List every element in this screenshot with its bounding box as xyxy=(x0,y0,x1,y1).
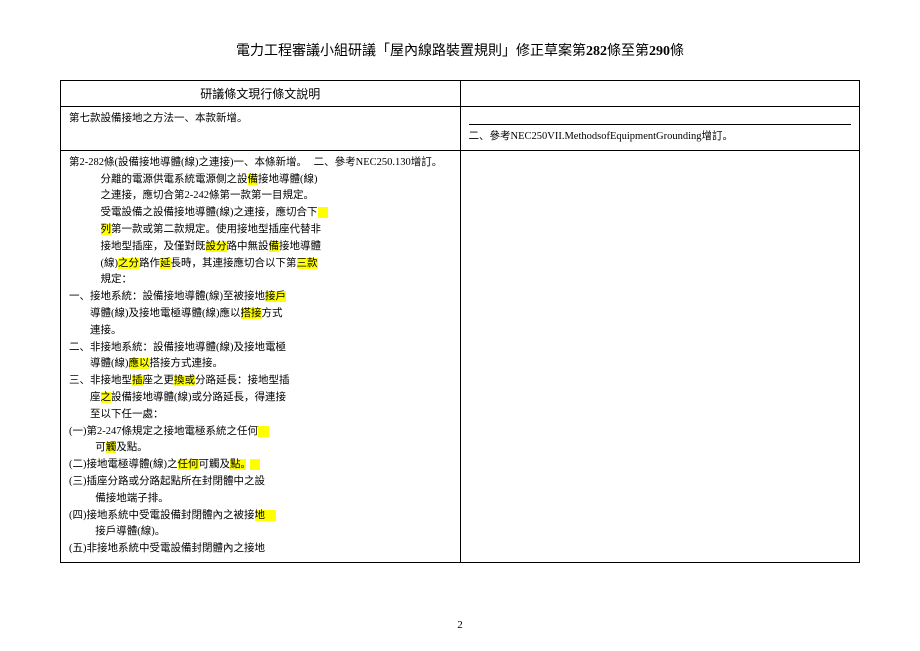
page-number: 2 xyxy=(0,619,920,631)
table-row: 第七款設備接地之方法一、本款新增。 二、參考NEC250VII.Methodso… xyxy=(61,107,860,151)
subitem-1: (一)第2-247條規定之接地電極系統之任何 xyxy=(69,424,452,441)
item-1-line: 連接。 xyxy=(69,323,452,340)
row1-right-note: 二、參考NEC250VII.MethodsofEquipmentGroundin… xyxy=(469,129,852,146)
amendment-table: 研議條文現行條文說明 第七款設備接地之方法一、本款新增。 二、參考NEC250V… xyxy=(60,80,860,563)
row1-right: 二、參考NEC250VII.MethodsofEquipmentGroundin… xyxy=(460,107,860,151)
table-header-right xyxy=(460,81,860,107)
row2-header: 第2-282條(設備接地導體(線)之連接)一、本條新增。 二、參考NEC250.… xyxy=(69,155,452,172)
table-row: 第2-282條(設備接地導體(線)之連接)一、本條新增。 二、參考NEC250.… xyxy=(61,150,860,562)
document-title: 電力工程審議小組研議「屋內線路裝置規則」修正草案第282條至第290條 xyxy=(60,40,860,60)
subitem-4: (四)接地系統中受電設備封閉體內之被接地 xyxy=(69,508,452,525)
body-line: 之連接，應切合第2-242條第一款第一目規定。 xyxy=(101,188,452,205)
body-line: (線)之分路作延長時，其連接應切合以下第三款 xyxy=(101,256,452,273)
body-line: 分離的電源供電系統電源側之設備接地導體(線) xyxy=(101,172,452,189)
subitem-1b: 可觸及點。 xyxy=(69,440,452,457)
item-1-line: 導體(線)及接地電極導體(線)應以搭接方式 xyxy=(69,306,452,323)
subitem-3b: 備接地端子排。 xyxy=(69,491,452,508)
row1-left: 第七款設備接地之方法一、本款新增。 xyxy=(61,107,461,151)
row2-right xyxy=(460,150,860,562)
item-3-line: 座之設備接地導體(線)或分路延長，得連接 xyxy=(69,390,452,407)
row1-right-line xyxy=(469,111,852,125)
subitem-4b: 接戶導體(線)。 xyxy=(69,524,452,541)
body-line: 列第一款或第二款規定。使用接地型插座代替非 xyxy=(101,222,452,239)
title-suffix: 條 xyxy=(670,44,684,59)
body-line: 接地型插座，及僅對既設分路中無設備接地導體 xyxy=(101,239,452,256)
item-3: 三、非接地型插座之更換或分路延長：接地型插 xyxy=(69,373,452,390)
item-2-line: 導體(線)應以搭接方式連接。 xyxy=(69,356,452,373)
body-line: 受電設備之設備接地導體(線)之連接，應切合下 xyxy=(101,205,452,222)
body-line: 規定： xyxy=(101,272,452,289)
title-num1: 282 xyxy=(586,44,607,59)
table-header-merged: 研議條文現行條文說明 xyxy=(61,81,461,107)
subitem-2: (二)接地電極導體(線)之任何可觸及點。 xyxy=(69,457,452,474)
item-1: 一、接地系統：設備接地導體(線)至被接地接戶 xyxy=(69,289,452,306)
subitem-5: (五)非接地系統中受電設備封閉體內之接地 xyxy=(69,541,452,558)
title-prefix: 電力工程審議小組研議「屋內線路裝置規則」修正草案第 xyxy=(236,44,586,59)
item-3-line: 至以下任一處： xyxy=(69,407,452,424)
title-mid: 條至第 xyxy=(607,44,649,59)
row2-left: 第2-282條(設備接地導體(線)之連接)一、本條新增。 二、參考NEC250.… xyxy=(61,150,461,562)
item-2: 二、非接地系統：設備接地導體(線)及接地電極 xyxy=(69,340,452,357)
title-num2: 290 xyxy=(649,44,670,59)
subitem-3: (三)插座分路或分路起點所在封閉體中之設 xyxy=(69,474,452,491)
